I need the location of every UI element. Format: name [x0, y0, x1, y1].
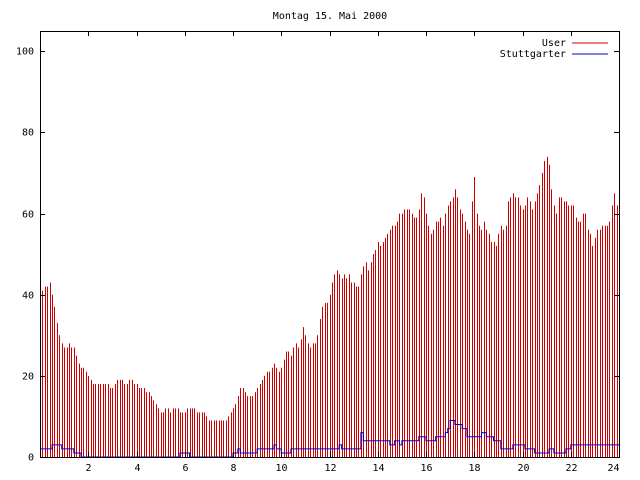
y-axis: 0 20 40 60 80 100 [16, 47, 619, 464]
y-tick-label: 40 [22, 291, 34, 302]
x-tick-label: 8 [230, 463, 236, 474]
x-tick-label: 22 [565, 463, 577, 474]
user-bars [40, 156, 618, 457]
legend-label-stuttgarter: Stuttgarter [500, 49, 566, 60]
x-tick-label: 14 [372, 463, 384, 474]
legend-label-user: User [542, 38, 566, 49]
x-tick-label: 12 [324, 463, 336, 474]
y-tick-label: 100 [16, 47, 34, 58]
y-tick-label: 60 [22, 210, 34, 221]
y-tick-label: 0 [28, 453, 34, 464]
x-tick-label: 18 [468, 463, 480, 474]
y-tick-label: 80 [22, 128, 34, 139]
x-tick-label: 2 [85, 463, 91, 474]
legend: User Stuttgarter [500, 38, 608, 60]
x-axis: 2 4 6 8 10 12 14 16 18 20 22 24 [85, 31, 620, 474]
y-tick-label: 20 [22, 372, 34, 383]
x-tick-label: 24 [607, 463, 619, 474]
x-tick-label: 16 [420, 463, 432, 474]
x-tick-label: 4 [134, 463, 140, 474]
x-tick-label: 6 [182, 463, 188, 474]
x-tick-label: 20 [517, 463, 529, 474]
chart-title: Montag 15. Mai 2000 [273, 11, 387, 22]
x-tick-label: 10 [275, 463, 287, 474]
